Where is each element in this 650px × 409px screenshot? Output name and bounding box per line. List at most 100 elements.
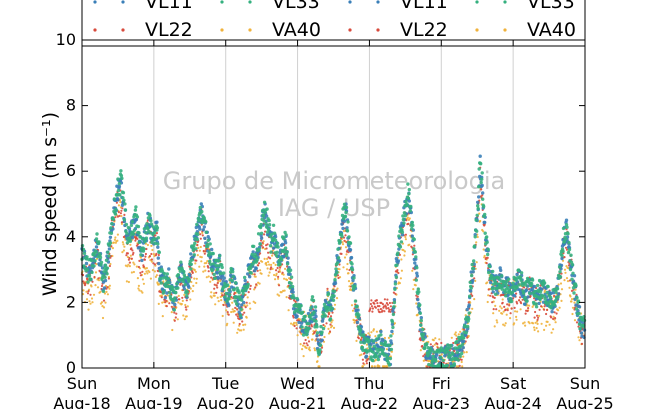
data-point-VL11 bbox=[116, 198, 120, 202]
data-point-VA40 bbox=[373, 365, 376, 368]
data-point-VL33 bbox=[455, 350, 459, 355]
data-point-VA40 bbox=[161, 301, 164, 304]
data-point-VA40 bbox=[94, 271, 98, 274]
data-point-VL22 bbox=[303, 342, 306, 345]
data-point-VL33 bbox=[568, 267, 573, 272]
data-point-VA40 bbox=[326, 289, 329, 292]
data-point-VL33 bbox=[414, 255, 418, 259]
data-point-VL33 bbox=[471, 266, 475, 270]
data-point-VL22 bbox=[388, 301, 391, 305]
data-point-VL22 bbox=[266, 243, 269, 246]
data-point-VL33 bbox=[89, 258, 94, 263]
data-point-VL33 bbox=[81, 247, 86, 252]
data-point-VA40 bbox=[122, 243, 125, 246]
data-point-VA40 bbox=[561, 259, 565, 262]
data-point-VL33 bbox=[124, 222, 129, 227]
data-point-VL11 bbox=[242, 300, 246, 305]
data-point-VL33 bbox=[384, 343, 388, 348]
data-point-VL33 bbox=[219, 271, 223, 275]
data-point-VL11 bbox=[216, 276, 220, 280]
data-point-VL22 bbox=[386, 303, 389, 306]
data-point-VL22 bbox=[467, 301, 470, 304]
data-point-VL22 bbox=[295, 327, 298, 330]
data-point-VL33 bbox=[375, 337, 379, 341]
data-point-VA40 bbox=[302, 344, 305, 347]
data-point-VL33 bbox=[230, 278, 234, 283]
data-point-VA40 bbox=[191, 290, 194, 293]
data-point-VA40 bbox=[486, 300, 489, 304]
data-point-VA40 bbox=[516, 310, 519, 313]
data-point-VA40 bbox=[495, 319, 498, 322]
data-point-VL33 bbox=[97, 240, 101, 244]
data-point-VL22 bbox=[540, 305, 543, 308]
data-point-VL33 bbox=[252, 244, 256, 249]
data-point-VL33 bbox=[458, 354, 462, 358]
data-point-VL33 bbox=[318, 348, 322, 352]
data-point-VL33 bbox=[195, 222, 199, 227]
data-point-VL33 bbox=[289, 281, 293, 286]
data-point-VL33 bbox=[94, 250, 98, 254]
data-point-VL11 bbox=[364, 354, 369, 358]
data-point-VL33 bbox=[173, 296, 177, 300]
data-point-VL33 bbox=[468, 280, 472, 284]
data-point-VL33 bbox=[534, 302, 538, 306]
data-point-VL22 bbox=[580, 342, 584, 345]
data-point-VA40 bbox=[308, 349, 312, 352]
data-point-VA40 bbox=[120, 222, 123, 225]
data-point-VL22 bbox=[258, 262, 261, 265]
data-point-VA40 bbox=[573, 301, 576, 304]
data-point-VA40 bbox=[200, 256, 203, 259]
data-point-VA40 bbox=[95, 263, 98, 266]
data-point-VA40 bbox=[85, 298, 89, 301]
data-point-VL33 bbox=[256, 232, 261, 236]
data-point-VL33 bbox=[85, 255, 89, 259]
x-tick-date: Aug-24 bbox=[484, 394, 541, 409]
data-point-VA40 bbox=[205, 276, 208, 279]
x-tick-day: Sat bbox=[500, 374, 526, 393]
data-point-VL33 bbox=[334, 267, 338, 271]
data-point-VL22 bbox=[533, 316, 536, 319]
data-point-VL11 bbox=[481, 191, 485, 195]
data-point-VA40 bbox=[182, 314, 185, 317]
data-point-VL33 bbox=[227, 297, 231, 301]
data-point-VL33 bbox=[125, 231, 129, 236]
data-point-VL33 bbox=[381, 348, 385, 352]
data-point-VL22 bbox=[554, 317, 557, 320]
data-point-VL22 bbox=[108, 264, 111, 268]
data-point-VL22 bbox=[306, 344, 309, 347]
data-point-VL33 bbox=[257, 247, 261, 252]
data-point-VL11 bbox=[173, 302, 177, 307]
data-point-VL33 bbox=[567, 241, 571, 245]
data-point-VA40 bbox=[236, 331, 239, 334]
data-point-VA40 bbox=[213, 292, 216, 295]
data-point-VL11 bbox=[254, 266, 258, 271]
data-point-VL33 bbox=[446, 350, 450, 354]
data-point-VL22 bbox=[132, 251, 135, 254]
data-point-VA40 bbox=[503, 324, 506, 327]
data-point-VL33 bbox=[362, 333, 366, 337]
data-point-VA40 bbox=[478, 212, 481, 215]
data-point-VL33 bbox=[502, 280, 506, 284]
data-point-VL11 bbox=[107, 247, 112, 251]
data-point-VL33 bbox=[485, 235, 489, 239]
data-point-VL22 bbox=[292, 316, 295, 319]
data-point-VA40 bbox=[277, 277, 280, 280]
data-point-VA40 bbox=[406, 216, 409, 219]
data-point-VL33 bbox=[410, 220, 414, 225]
data-point-VA40 bbox=[233, 310, 236, 313]
data-point-VL33 bbox=[403, 214, 408, 218]
data-point-VL22 bbox=[509, 312, 512, 315]
data-point-VA40 bbox=[248, 302, 251, 305]
data-point-VA40 bbox=[278, 268, 281, 271]
data-point-VA40 bbox=[440, 353, 443, 356]
data-point-VA40 bbox=[195, 281, 198, 285]
data-point-VL33 bbox=[338, 239, 342, 243]
data-point-VL22 bbox=[91, 280, 94, 283]
data-point-VL33 bbox=[390, 320, 395, 324]
data-point-VA40 bbox=[145, 267, 148, 270]
data-point-VL33 bbox=[92, 253, 97, 257]
data-point-VL33 bbox=[407, 192, 411, 196]
data-point-VL22 bbox=[199, 237, 202, 240]
data-point-VL33 bbox=[156, 236, 160, 240]
data-point-VL22 bbox=[407, 222, 410, 225]
